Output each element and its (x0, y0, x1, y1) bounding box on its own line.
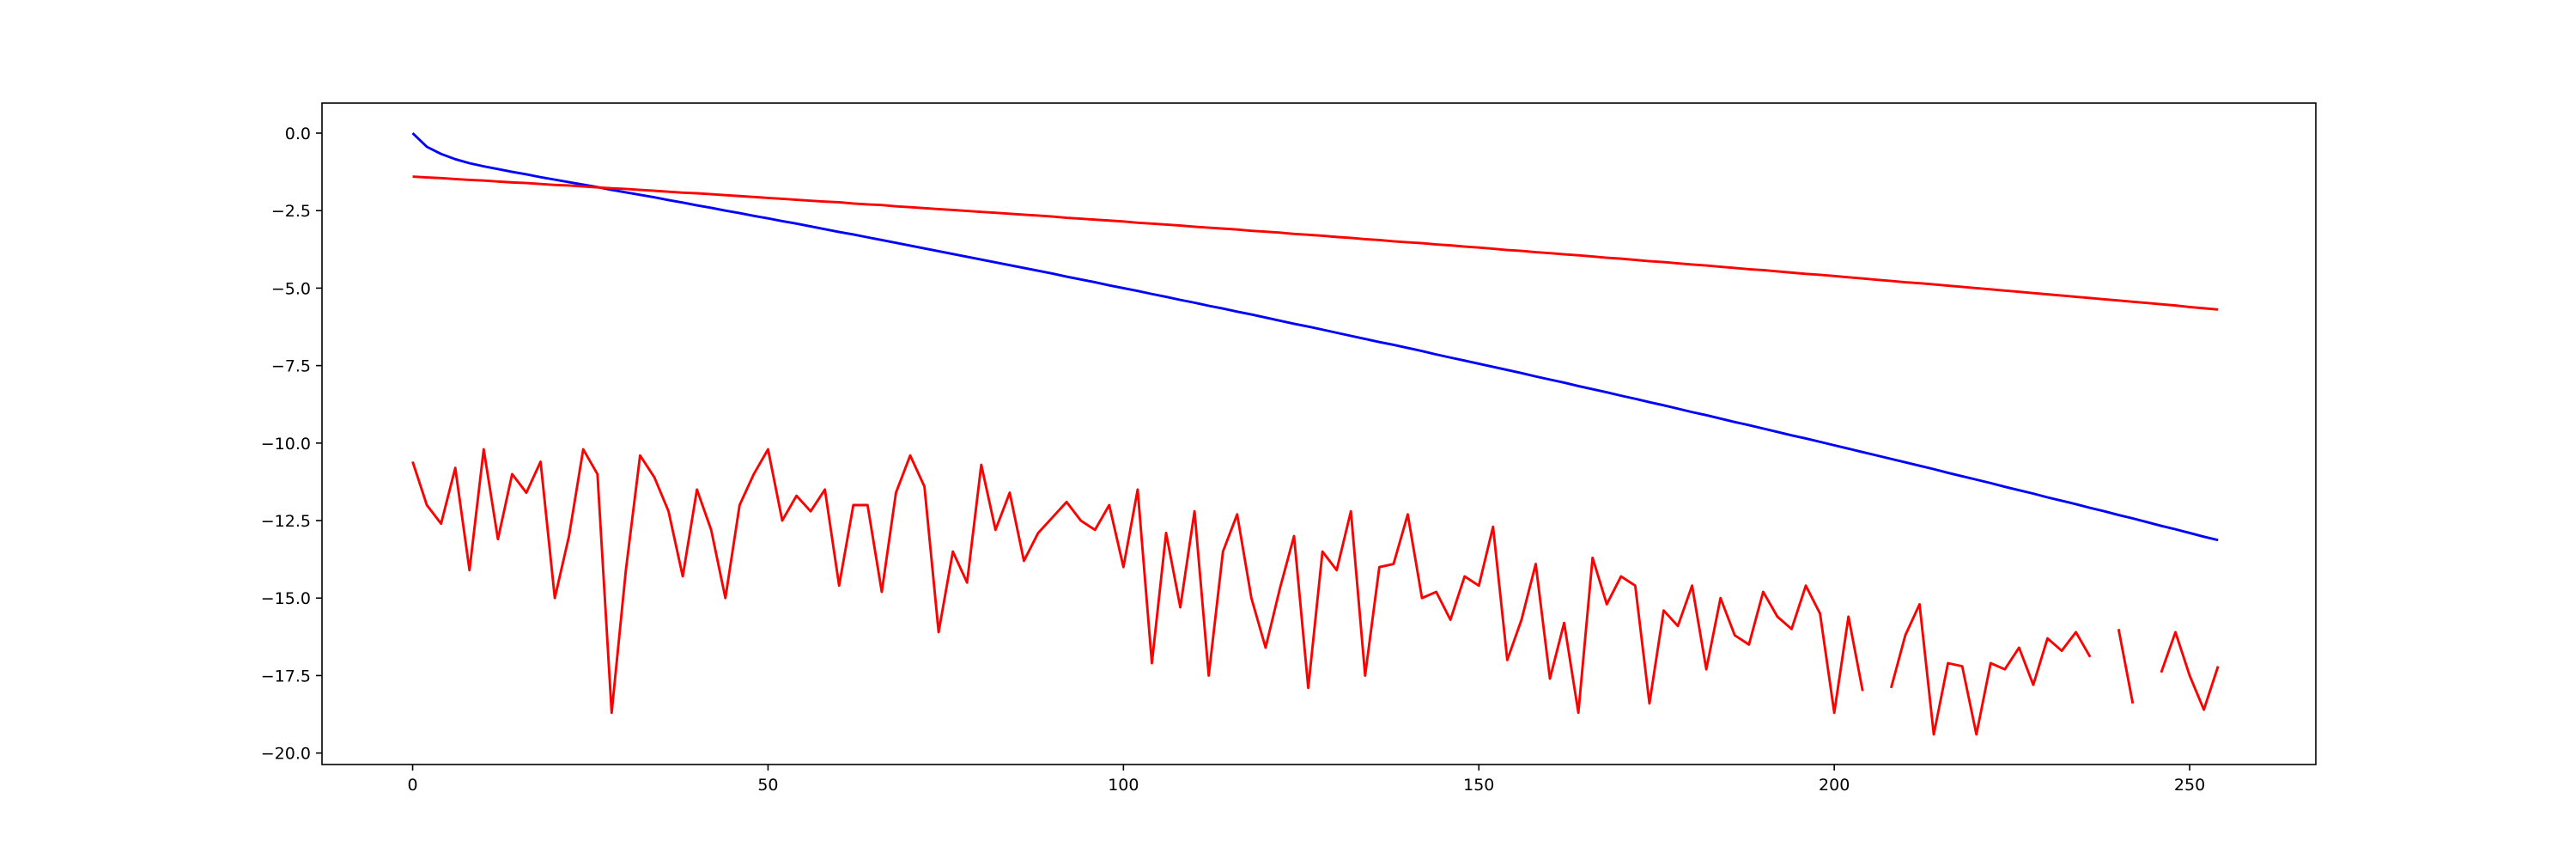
x-tick-label: 50 (757, 776, 778, 795)
y-tick-label: −7.5 (271, 357, 311, 376)
axes-frame (321, 102, 2317, 765)
y-tick-label: −17.5 (261, 667, 311, 685)
y-tick-label: −15.0 (261, 589, 311, 608)
x-tick-label: 100 (1108, 776, 1139, 795)
y-tick-label: −2.5 (271, 202, 311, 221)
y-tick-label: −5.0 (271, 279, 311, 298)
y-tick-label: 0.0 (285, 125, 311, 143)
line-series (412, 175, 2219, 311)
line-series (411, 131, 2219, 542)
x-tick-label: 250 (2174, 776, 2205, 795)
x-tick-label: 200 (1819, 776, 1850, 795)
x-tick-label: 0 (407, 776, 417, 795)
y-tick-label: −12.5 (261, 512, 311, 531)
y-tick-label: −10.0 (261, 435, 311, 454)
line-series (411, 448, 2220, 736)
y-tick-label: −20.0 (261, 745, 311, 764)
x-tick-label: 150 (1463, 776, 1494, 795)
